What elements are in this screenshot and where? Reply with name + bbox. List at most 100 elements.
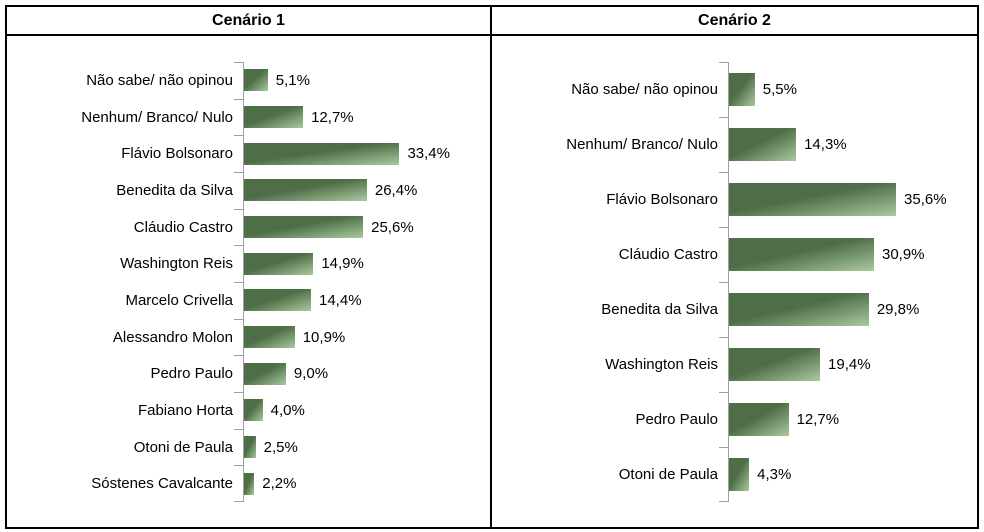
bar bbox=[244, 472, 255, 495]
value-label: 29,8% bbox=[876, 301, 920, 318]
chart-row: Pedro Paulo 12,7% bbox=[498, 392, 973, 447]
value-label: 25,6% bbox=[371, 218, 414, 236]
chart-row: Otoni de Paula 4,3% bbox=[498, 447, 973, 502]
value-label: 19,4% bbox=[828, 356, 871, 373]
category-label: Washington Reis bbox=[120, 255, 233, 273]
bar bbox=[244, 106, 304, 128]
plot-area: 5,1% bbox=[234, 62, 486, 99]
chart-row: Marcelo Crivella 14,4% bbox=[13, 282, 486, 319]
cenario-1-bar-chart: Não sabe/ não opinou 5,1% Nenhum/ Branco/ … bbox=[13, 62, 486, 503]
plot-area: 25,6% bbox=[234, 208, 486, 246]
chart-row: Alessandro Molon 10,9% bbox=[13, 318, 486, 356]
value-label: 2,2% bbox=[262, 475, 297, 493]
plot-area: 30,9% bbox=[719, 227, 973, 282]
category-label: Não sabe/ não opinou bbox=[571, 81, 718, 98]
category-label: Não sabe/ não opinou bbox=[86, 71, 233, 89]
category-label: Flávio Bolsonaro bbox=[606, 191, 718, 208]
plot-area: 33,4% bbox=[234, 135, 486, 173]
bar bbox=[244, 252, 314, 275]
plot-area: 35,6% bbox=[719, 172, 973, 227]
chart-row: Cláudio Castro 25,6% bbox=[13, 208, 486, 246]
value-label: 35,6% bbox=[904, 191, 947, 208]
bar bbox=[244, 436, 256, 459]
bar bbox=[729, 458, 750, 491]
value-label: 5,5% bbox=[762, 81, 797, 98]
chart-row: Washington Reis 19,4% bbox=[498, 337, 973, 392]
value-label: 14,3% bbox=[804, 136, 847, 153]
bar bbox=[244, 362, 286, 385]
bar bbox=[729, 403, 789, 436]
category-label: Alessandro Molon bbox=[112, 328, 233, 346]
value-label: 14,9% bbox=[321, 255, 364, 273]
bar bbox=[244, 289, 311, 312]
category-label: Benedita da Silva bbox=[116, 181, 233, 199]
category-label: Otoni de Paula bbox=[618, 466, 718, 483]
value-label: 9,0% bbox=[293, 365, 329, 383]
poll-charts-frame: Cenário 1 Cenário 2 Não sabe/ não opinou… bbox=[5, 5, 979, 529]
plot-area: 29,8% bbox=[719, 282, 973, 337]
value-label: 5,1% bbox=[275, 71, 310, 89]
chart-title-cenario-2: Cenário 2 bbox=[492, 7, 977, 36]
chart-row: Não sabe/ não opinou 5,1% bbox=[13, 62, 486, 99]
chart-row: Nenhum/ Branco/ Nulo 14,3% bbox=[498, 117, 973, 172]
bar bbox=[244, 326, 295, 349]
chart-row: Flávio Bolsonaro 35,6% bbox=[498, 172, 973, 227]
bar bbox=[729, 348, 821, 381]
plot-area: 14,9% bbox=[234, 245, 486, 283]
bar bbox=[244, 216, 364, 239]
chart-row: Washington Reis 14,9% bbox=[13, 245, 486, 283]
chart-row: Sóstenes Cavalcante 2,2% bbox=[13, 465, 486, 503]
plot-area: 10,9% bbox=[234, 318, 486, 356]
category-label: Benedita da Silva bbox=[601, 301, 718, 318]
category-label: Marcelo Crivella bbox=[125, 291, 233, 309]
cenario-1-panel: Não sabe/ não opinou 5,1% Nenhum/ Branco/ … bbox=[7, 36, 492, 527]
value-label: 10,9% bbox=[302, 328, 346, 346]
category-label: Fabiano Horta bbox=[137, 401, 233, 419]
chart-row: Cláudio Castro 30,9% bbox=[498, 227, 973, 282]
plot-area: 14,3% bbox=[719, 117, 973, 172]
value-label: 30,9% bbox=[881, 246, 925, 263]
bar bbox=[244, 179, 367, 202]
value-label: 2,5% bbox=[263, 438, 298, 456]
value-label: 4,3% bbox=[757, 466, 792, 483]
category-label: Pedro Paulo bbox=[150, 365, 233, 383]
cenario-2-bar-chart: Não sabe/ não opinou 5,5% Nenhum/ Branco/ … bbox=[498, 62, 973, 502]
chart-title-cenario-1: Cenário 1 bbox=[7, 7, 492, 36]
bar bbox=[729, 73, 755, 106]
cenario-2-panel: Não sabe/ não opinou 5,5% Nenhum/ Branco/ … bbox=[492, 36, 977, 527]
value-label: 14,4% bbox=[319, 291, 362, 309]
plot-area: 12,7% bbox=[719, 392, 973, 447]
chart-row: Otoni de Paula 2,5% bbox=[13, 428, 486, 466]
category-label: Washington Reis bbox=[605, 356, 718, 373]
plot-area: 19,4% bbox=[719, 337, 973, 392]
plot-area: 2,2% bbox=[234, 465, 486, 503]
value-label: 4,0% bbox=[270, 401, 305, 419]
chart-row: Benedita da Silva 29,8% bbox=[498, 282, 973, 337]
value-label: 12,7% bbox=[796, 411, 840, 428]
category-label: Nenhum/ Branco/ Nulo bbox=[566, 136, 718, 153]
value-label: 33,4% bbox=[407, 145, 450, 163]
category-label: Pedro Paulo bbox=[635, 411, 718, 428]
bar bbox=[244, 69, 268, 92]
chart-row: Flávio Bolsonaro 33,4% bbox=[13, 135, 486, 173]
category-label: Otoni de Paula bbox=[133, 438, 233, 456]
plot-area: 9,0% bbox=[234, 355, 486, 393]
chart-row: Benedita da Silva 26,4% bbox=[13, 172, 486, 209]
bar bbox=[729, 128, 797, 161]
chart-row: Não sabe/ não opinou 5,5% bbox=[498, 62, 973, 117]
category-label: Cláudio Castro bbox=[133, 218, 233, 236]
chart-row: Nenhum/ Branco/ Nulo 12,7% bbox=[13, 98, 486, 136]
category-label: Flávio Bolsonaro bbox=[121, 145, 233, 163]
plot-area: 26,4% bbox=[234, 172, 486, 209]
plot-area: 12,7% bbox=[234, 98, 486, 136]
plot-area: 4,3% bbox=[719, 447, 973, 502]
plot-area: 5,5% bbox=[719, 62, 973, 117]
bar bbox=[729, 293, 869, 326]
bar bbox=[729, 183, 897, 216]
chart-row: Pedro Paulo 9,0% bbox=[13, 355, 486, 393]
category-label: Sóstenes Cavalcante bbox=[91, 475, 233, 493]
category-label: Nenhum/ Branco/ Nulo bbox=[81, 108, 233, 126]
plot-area: 4,0% bbox=[234, 392, 486, 429]
value-label: 26,4% bbox=[374, 181, 418, 199]
